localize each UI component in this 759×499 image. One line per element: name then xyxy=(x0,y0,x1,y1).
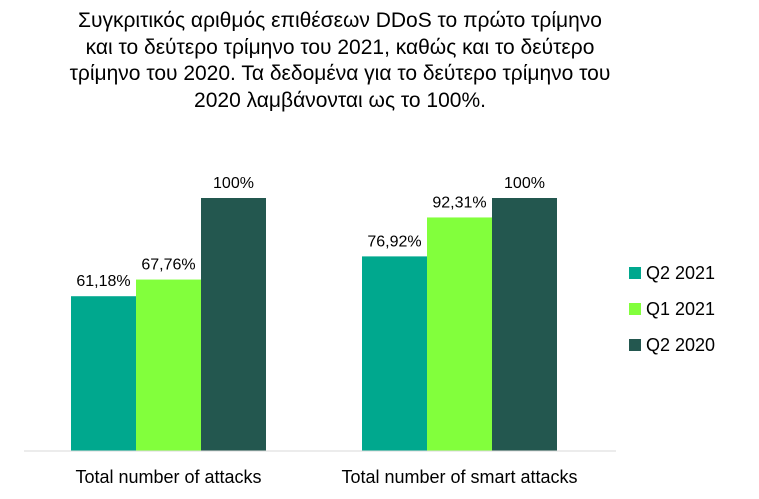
labels-layer: 61,18% 67,76% 100% Total number of attacks 7… xyxy=(75,175,577,487)
chart-title: Συγκριτικός αριθμός επιθέσεων DDoS το πρ… xyxy=(69,9,611,112)
bars-layer xyxy=(71,198,557,451)
bar-total-q2-2021 xyxy=(71,296,136,451)
legend: Q2 2021 Q1 2021 Q2 2020 xyxy=(629,263,715,355)
bar-smart-q1-2021 xyxy=(427,217,492,451)
data-label: 76,92% xyxy=(367,233,421,250)
legend-label: Q1 2021 xyxy=(646,299,715,319)
legend-label: Q2 2020 xyxy=(646,335,715,355)
data-label: 100% xyxy=(504,175,545,192)
category-label: Total number of smart attacks xyxy=(341,467,577,487)
bar-smart-q2-2021 xyxy=(362,256,427,451)
data-label: 92,31% xyxy=(432,194,486,211)
data-label: 100% xyxy=(213,175,254,192)
bar-smart-q2-2020 xyxy=(492,198,557,451)
category-label: Total number of attacks xyxy=(75,467,261,487)
legend-swatch xyxy=(629,267,641,279)
data-label: 67,76% xyxy=(141,257,195,274)
bar-total-q1-2021 xyxy=(136,279,201,451)
legend-label: Q2 2021 xyxy=(646,263,715,283)
legend-swatch xyxy=(629,339,641,351)
data-label: 61,18% xyxy=(76,273,130,290)
legend-swatch xyxy=(629,303,641,315)
bar-total-q2-2020 xyxy=(201,198,266,451)
